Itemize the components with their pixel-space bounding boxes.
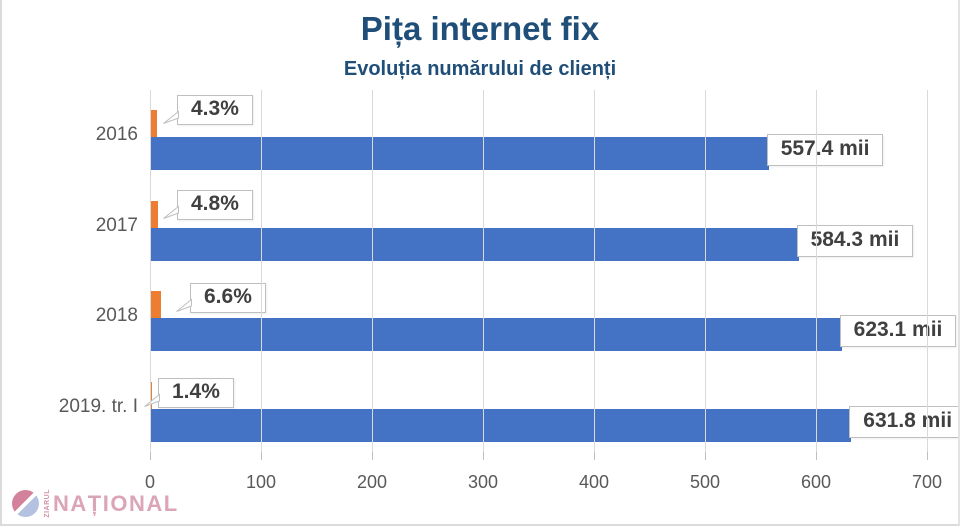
national-logo: ZIARUL NAȚIONAL [12, 489, 179, 518]
growth-bar [150, 200, 159, 228]
x-axis-tick-label: 400 [578, 472, 610, 492]
value-label: 631.8 mii [849, 405, 958, 438]
category-label: 2016 [95, 124, 138, 145]
x-axis-tick-label: 0 [144, 472, 156, 492]
growth-callout: 4.3% [163, 95, 253, 125]
value-label: 557.4 mii [766, 134, 884, 166]
value-label: 623.1 mii [839, 315, 957, 347]
growth-callout-text: 4.3% [191, 97, 239, 120]
chart-row-2019-tr-1: 2019. tr. I 1.4% 631.8 mii [59, 362, 958, 453]
x-axis-tick-label: 600 [800, 472, 832, 492]
axis-tick [705, 452, 706, 460]
clients-bar [150, 408, 852, 442]
plot-area: 2016 4.3% 557.4 mii 2017 4.8% 584.3 mii … [59, 90, 958, 492]
x-axis-tick-label: 500 [689, 472, 721, 492]
growth-callout: 6.6% [176, 283, 266, 313]
category-label: 2017 [95, 214, 138, 236]
axis-tick [594, 452, 595, 460]
x-axis-tick-label: 200 [356, 472, 388, 492]
gridline [705, 90, 706, 452]
axis-tick [150, 452, 151, 460]
gridline [594, 90, 595, 452]
x-axis-tick-label: 700 [911, 472, 943, 492]
callout-tail [163, 205, 179, 219]
x-axis-tick-label: 100 [245, 472, 277, 492]
chart-row-2017: 2017 4.8% 584.3 mii [96, 181, 927, 272]
chart-row-2016: 2016 4.3% 557.4 mii [96, 90, 927, 181]
gridline [927, 90, 928, 452]
x-axis-tick-label: 300 [467, 472, 499, 492]
logo-small-text: ZIARUL [44, 489, 51, 518]
callout-tail [176, 298, 192, 313]
growth-bar [150, 291, 162, 318]
growth-callout: 1.4% [144, 377, 234, 408]
axis-tick [927, 452, 928, 460]
logo-swirl-icon [12, 490, 39, 518]
growth-bar [150, 110, 158, 137]
axis-tick [372, 452, 373, 460]
logo-text: NAȚIONAL [53, 490, 179, 516]
growth-callout-text: 1.4% [172, 379, 220, 403]
gridline [816, 90, 817, 452]
growth-callout: 4.8% [163, 189, 253, 220]
growth-callout-text: 6.6% [204, 285, 252, 308]
clients-bar [150, 318, 842, 351]
chart-row-2018: 2018 6.6% 623.1 mii [96, 271, 957, 362]
value-label: 584.3 mii [796, 224, 914, 257]
clients-bar [150, 227, 799, 261]
callout-tail [163, 110, 179, 125]
growth-callout-text: 4.8% [191, 191, 239, 215]
category-label: 2019. tr. I [58, 395, 138, 417]
axis-tick [261, 452, 262, 460]
gridline [483, 90, 484, 452]
callout-tail [144, 393, 160, 407]
chart-subtitle: Evoluția numărului de clienți [343, 58, 617, 80]
clients-bar [150, 137, 769, 170]
axis-tick [483, 452, 484, 460]
chart-title: Pița internet fix [360, 10, 600, 47]
category-label: 2018 [95, 305, 138, 326]
gridline [150, 90, 151, 452]
gridline [372, 90, 373, 452]
axis-tick [816, 452, 817, 460]
gridline [261, 90, 262, 452]
growth-bar [150, 381, 153, 409]
